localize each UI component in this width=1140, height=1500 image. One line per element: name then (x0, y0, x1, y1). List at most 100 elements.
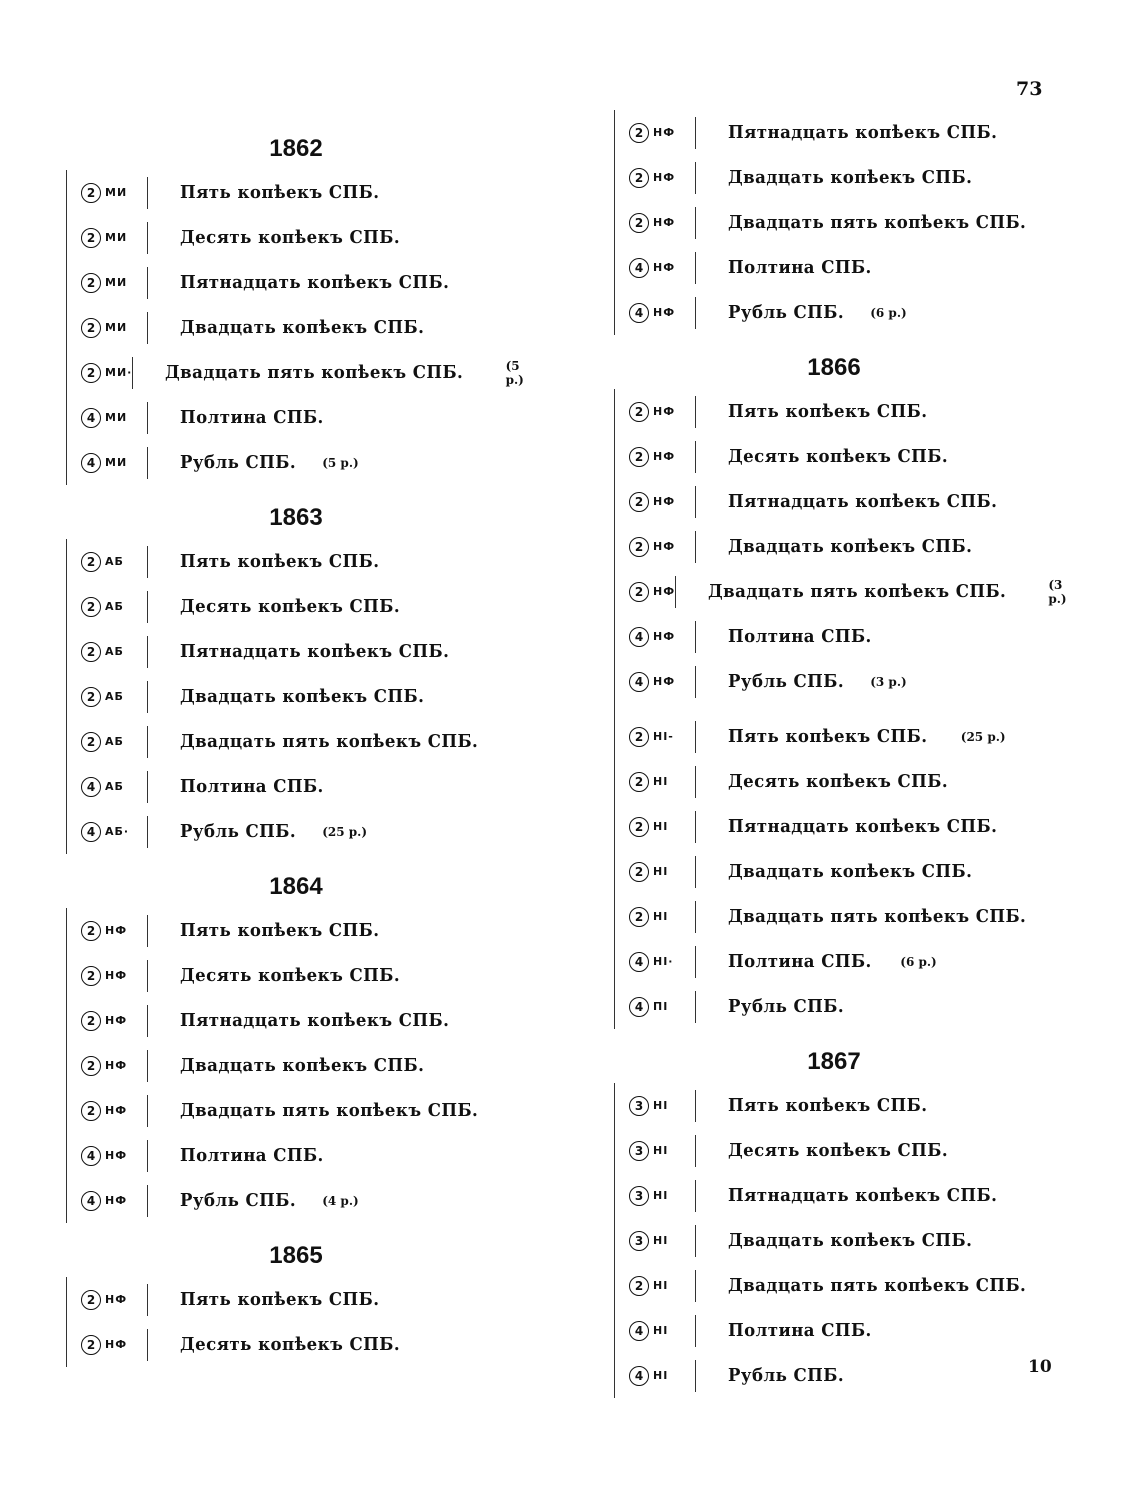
mint-mark: 3 НІ (615, 1179, 696, 1212)
coin-entry: 2 НФ Десять копѣекъ СПБ. (67, 953, 526, 998)
mint-mark: 2 МИ (67, 311, 148, 344)
mint-mark: 4 МИ (67, 446, 148, 479)
coin-entry: 2 МИ Двадцать копѣекъ СПБ. (67, 305, 526, 350)
mintmaster-initials: МИ (105, 231, 128, 244)
coin-name: Рубль СПБ. (180, 1190, 297, 1211)
mint-mark: 2 НФ (67, 959, 148, 992)
denomination-circle: 2 (629, 401, 649, 422)
coin-entry: 2 НФ Двадцать пять копѣекъ СПБ. (67, 1088, 526, 1133)
mintmaster-initials: МИ (105, 276, 128, 289)
year-heading: 1865 (269, 1242, 323, 1269)
mintmaster-initials: НІ (653, 1234, 669, 1247)
rarity-note: (25 р.) (322, 824, 368, 839)
coin-entry: 2 НФ Десять копѣекъ СПБ. (67, 1322, 526, 1367)
coin-entry: 4 НІ Полтина СПБ. (615, 1308, 1054, 1353)
denomination-circle: 2 (629, 771, 649, 792)
mintmaster-initials: НФ (653, 630, 676, 643)
coin-name: Двадцать пять копѣекъ СПБ. (708, 581, 1007, 602)
rarity-note: (25 р.) (960, 729, 1006, 744)
year-entries: 2 АБ Пять копѣекъ СПБ. 2 АБ Десять копѣекъ СП… (66, 539, 526, 854)
coin-name: Двадцать копѣекъ СПБ. (180, 1055, 425, 1076)
mintmaster-initials: НФ (653, 216, 676, 229)
denomination-circle: 4 (81, 407, 101, 428)
denomination-circle: 3 (629, 1185, 649, 1206)
coin-name: Двадцать пять копѣекъ СПБ. (728, 906, 1027, 927)
coin-entry: 2 НІ- Пять копѣекъ СПБ. (25 р.) (615, 714, 1054, 759)
coin-entry: 4 МИ Рубль СПБ. (5 р.) (67, 440, 526, 485)
coin-entry: 4 НІ· Полтина СПБ. (6 р.) (615, 939, 1054, 984)
coin-name: Полтина СПБ. (728, 1320, 872, 1341)
denomination-circle: 4 (81, 1190, 101, 1211)
mintmaster-initials: АБ (105, 600, 124, 613)
denomination-circle: 2 (629, 491, 649, 512)
denomination-circle: 2 (629, 536, 649, 557)
mintmaster-initials: АБ (105, 780, 124, 793)
coin-name: Десять копѣекъ СПБ. (728, 1140, 949, 1161)
coin-entry: 4 НФ Полтина СПБ. (615, 245, 1054, 290)
coin-name: Десять копѣекъ СПБ. (180, 227, 401, 248)
denomination-circle: 2 (629, 816, 649, 837)
mintmaster-initials: НФ (653, 126, 676, 139)
coin-name: Двадцать пять копѣекъ СПБ. (728, 1275, 1027, 1296)
mint-mark: 2 АБ (67, 590, 148, 623)
denomination-circle: 2 (629, 726, 649, 747)
denomination-circle: 4 (629, 302, 649, 323)
mintmaster-initials: НФ (653, 306, 676, 319)
mintmaster-initials: НФ (653, 450, 676, 463)
year-heading: 1862 (269, 135, 323, 162)
year-entries: 2 НФ Пятнадцать копѣекъ СПБ. 2 НФ Двадцать ко… (614, 110, 1054, 335)
year-entries: 3 НІ Пять копѣекъ СПБ. 3 НІ Десять копѣекъ СП… (614, 1083, 1054, 1398)
mintmaster-initials: НФ (105, 1149, 128, 1162)
coin-name: Полтина СПБ. (180, 407, 324, 428)
rarity-note: (3 р.) (870, 674, 907, 689)
coin-name: Пятнадцать копѣекъ СПБ. (728, 122, 998, 143)
coin-entry: 3 НІ Десять копѣекъ СПБ. (615, 1128, 1054, 1173)
mintmaster-initials: НФ (653, 261, 676, 274)
mintmaster-initials: АБ (105, 645, 124, 658)
signature-mark: 10 (1028, 1357, 1052, 1377)
mint-mark: 4 НФ (67, 1184, 148, 1217)
denomination-circle: 2 (629, 581, 649, 602)
coin-entry: 2 АБ Пять копѣекъ СПБ. (67, 539, 526, 584)
coin-entry: 2 АБ Двадцать копѣекъ СПБ. (67, 674, 526, 719)
mint-mark: 4 МИ (67, 401, 148, 434)
coin-name: Двадцать копѣекъ СПБ. (728, 1230, 973, 1251)
mint-mark: 2 НФ (615, 575, 677, 608)
coin-entry: 4 НФ Полтина СПБ. (67, 1133, 526, 1178)
coin-entry: 4 НФ Рубль СПБ. (6 р.) (615, 290, 1054, 335)
coin-entry: 2 НФ Двадцать копѣекъ СПБ. (67, 1043, 526, 1088)
mintmaster-initials: АБ (105, 555, 124, 568)
mintmaster-initials: МИ (105, 186, 128, 199)
coin-entry: 2 МИ· Двадцать пять копѣекъ СПБ. (5 р.) (67, 350, 526, 395)
mintmaster-initials: НФ (653, 585, 676, 598)
mint-mark: 2 НФ (67, 1283, 148, 1316)
coin-name: Полтина СПБ. (728, 626, 872, 647)
rarity-note: (5 р.) (322, 455, 359, 470)
coin-name: Рубль СПБ. (728, 671, 845, 692)
coin-entry: 2 НІ Двадцать копѣекъ СПБ. (615, 849, 1054, 894)
mint-mark: 3 НІ (615, 1134, 696, 1167)
denomination-circle: 2 (81, 641, 101, 662)
coin-entry: 2 АБ Десять копѣекъ СПБ. (67, 584, 526, 629)
mint-mark: 2 НІ (615, 765, 696, 798)
denomination-circle: 2 (629, 122, 649, 143)
rarity-note: (6 р.) (870, 305, 907, 320)
year-entries: 2 НФ Пять копѣекъ СПБ. 2 НФ Десять копѣекъ СП… (66, 1277, 526, 1367)
coin-name: Пять копѣекъ СПБ. (180, 551, 380, 572)
coin-entry: 4 ПІ Рубль СПБ. (615, 984, 1054, 1029)
coin-entry: 2 НФ Пять копѣекъ СПБ. (67, 1277, 526, 1322)
mintmaster-initials: НІ (653, 865, 669, 878)
coin-name: Рубль СПБ. (180, 821, 297, 842)
mint-mark: 2 МИ· (67, 356, 134, 389)
mint-mark: 2 НФ (67, 1004, 148, 1037)
coin-name: Пятнадцать копѣекъ СПБ. (728, 1185, 998, 1206)
coin-name: Рубль СПБ. (180, 452, 297, 473)
mint-mark: 2 НФ (615, 530, 696, 563)
coin-entry: 2 НФ Двадцать пять копѣекъ СПБ. (3 р.) (615, 569, 1067, 614)
coin-name: Двадцать копѣекъ СПБ. (180, 686, 425, 707)
denomination-circle: 2 (629, 167, 649, 188)
mint-mark: 4 НФ (615, 296, 696, 329)
coin-name: Пять копѣекъ СПБ. (728, 726, 928, 747)
mint-mark: 2 НФ (67, 914, 148, 947)
